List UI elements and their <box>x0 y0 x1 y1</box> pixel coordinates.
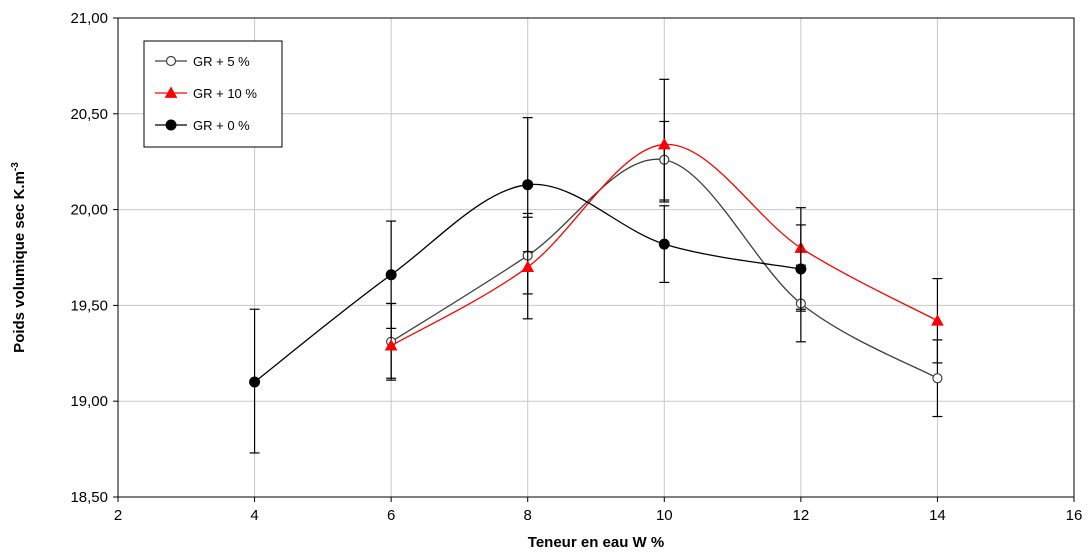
y-tick-label: 19,50 <box>70 297 108 314</box>
x-axis-title: Teneur en eau W % <box>528 534 664 551</box>
x-tick-label: 16 <box>1066 507 1083 524</box>
data-point <box>657 137 671 150</box>
data-point <box>249 376 261 388</box>
series-3 <box>249 117 807 454</box>
x-tick-label: 2 <box>114 507 122 524</box>
y-axis-title-main: Poids volumique sec K.m <box>11 171 28 353</box>
x-tick-label: 6 <box>387 507 395 524</box>
y-tick-label: 21,00 <box>70 10 108 27</box>
legend-marker <box>165 55 177 67</box>
y-tick-label: 18,50 <box>70 489 108 506</box>
legend-marker <box>165 119 177 131</box>
series-layer <box>249 78 944 454</box>
x-tick-label: 4 <box>250 507 258 524</box>
legend-label: GR + 5 % <box>193 54 250 69</box>
plot-area <box>117 17 1075 498</box>
tick-labels: 2 4 6 8 10 12 14 16 18,50 19,00 19,50 20,00 20,50 21,… <box>70 10 1082 524</box>
legend-marker <box>164 86 178 98</box>
x-tick-label: 8 <box>524 507 532 524</box>
legend-item: GR + 0 % <box>155 118 250 133</box>
data-point <box>932 373 943 384</box>
legend-item: GR + 5 % <box>155 54 250 69</box>
data-point <box>795 263 807 275</box>
legend-label: GR + 0 % <box>193 118 250 133</box>
legend: GR + 5 % GR + 10 % GR + 0 % <box>143 40 283 148</box>
y-axis-title: Poids volumique sec K.m-3 <box>10 162 28 353</box>
data-point <box>521 260 535 272</box>
data-point <box>384 339 398 351</box>
y-tick-label: 20,00 <box>70 202 108 219</box>
x-tick-label: 12 <box>793 507 810 524</box>
x-tick-label: 14 <box>929 507 946 524</box>
data-point <box>931 314 944 326</box>
legend-item: GR + 10 % <box>155 86 257 101</box>
data-point <box>385 269 397 281</box>
x-tick-label: 10 <box>656 507 673 524</box>
y-tick-label: 19,00 <box>70 393 108 410</box>
data-point <box>522 179 534 191</box>
legend-label: GR + 10 % <box>193 86 257 101</box>
data-point <box>658 238 670 250</box>
y-tick-label: 20,50 <box>70 106 108 123</box>
y-axis-title-superscript: -3 <box>10 162 21 171</box>
